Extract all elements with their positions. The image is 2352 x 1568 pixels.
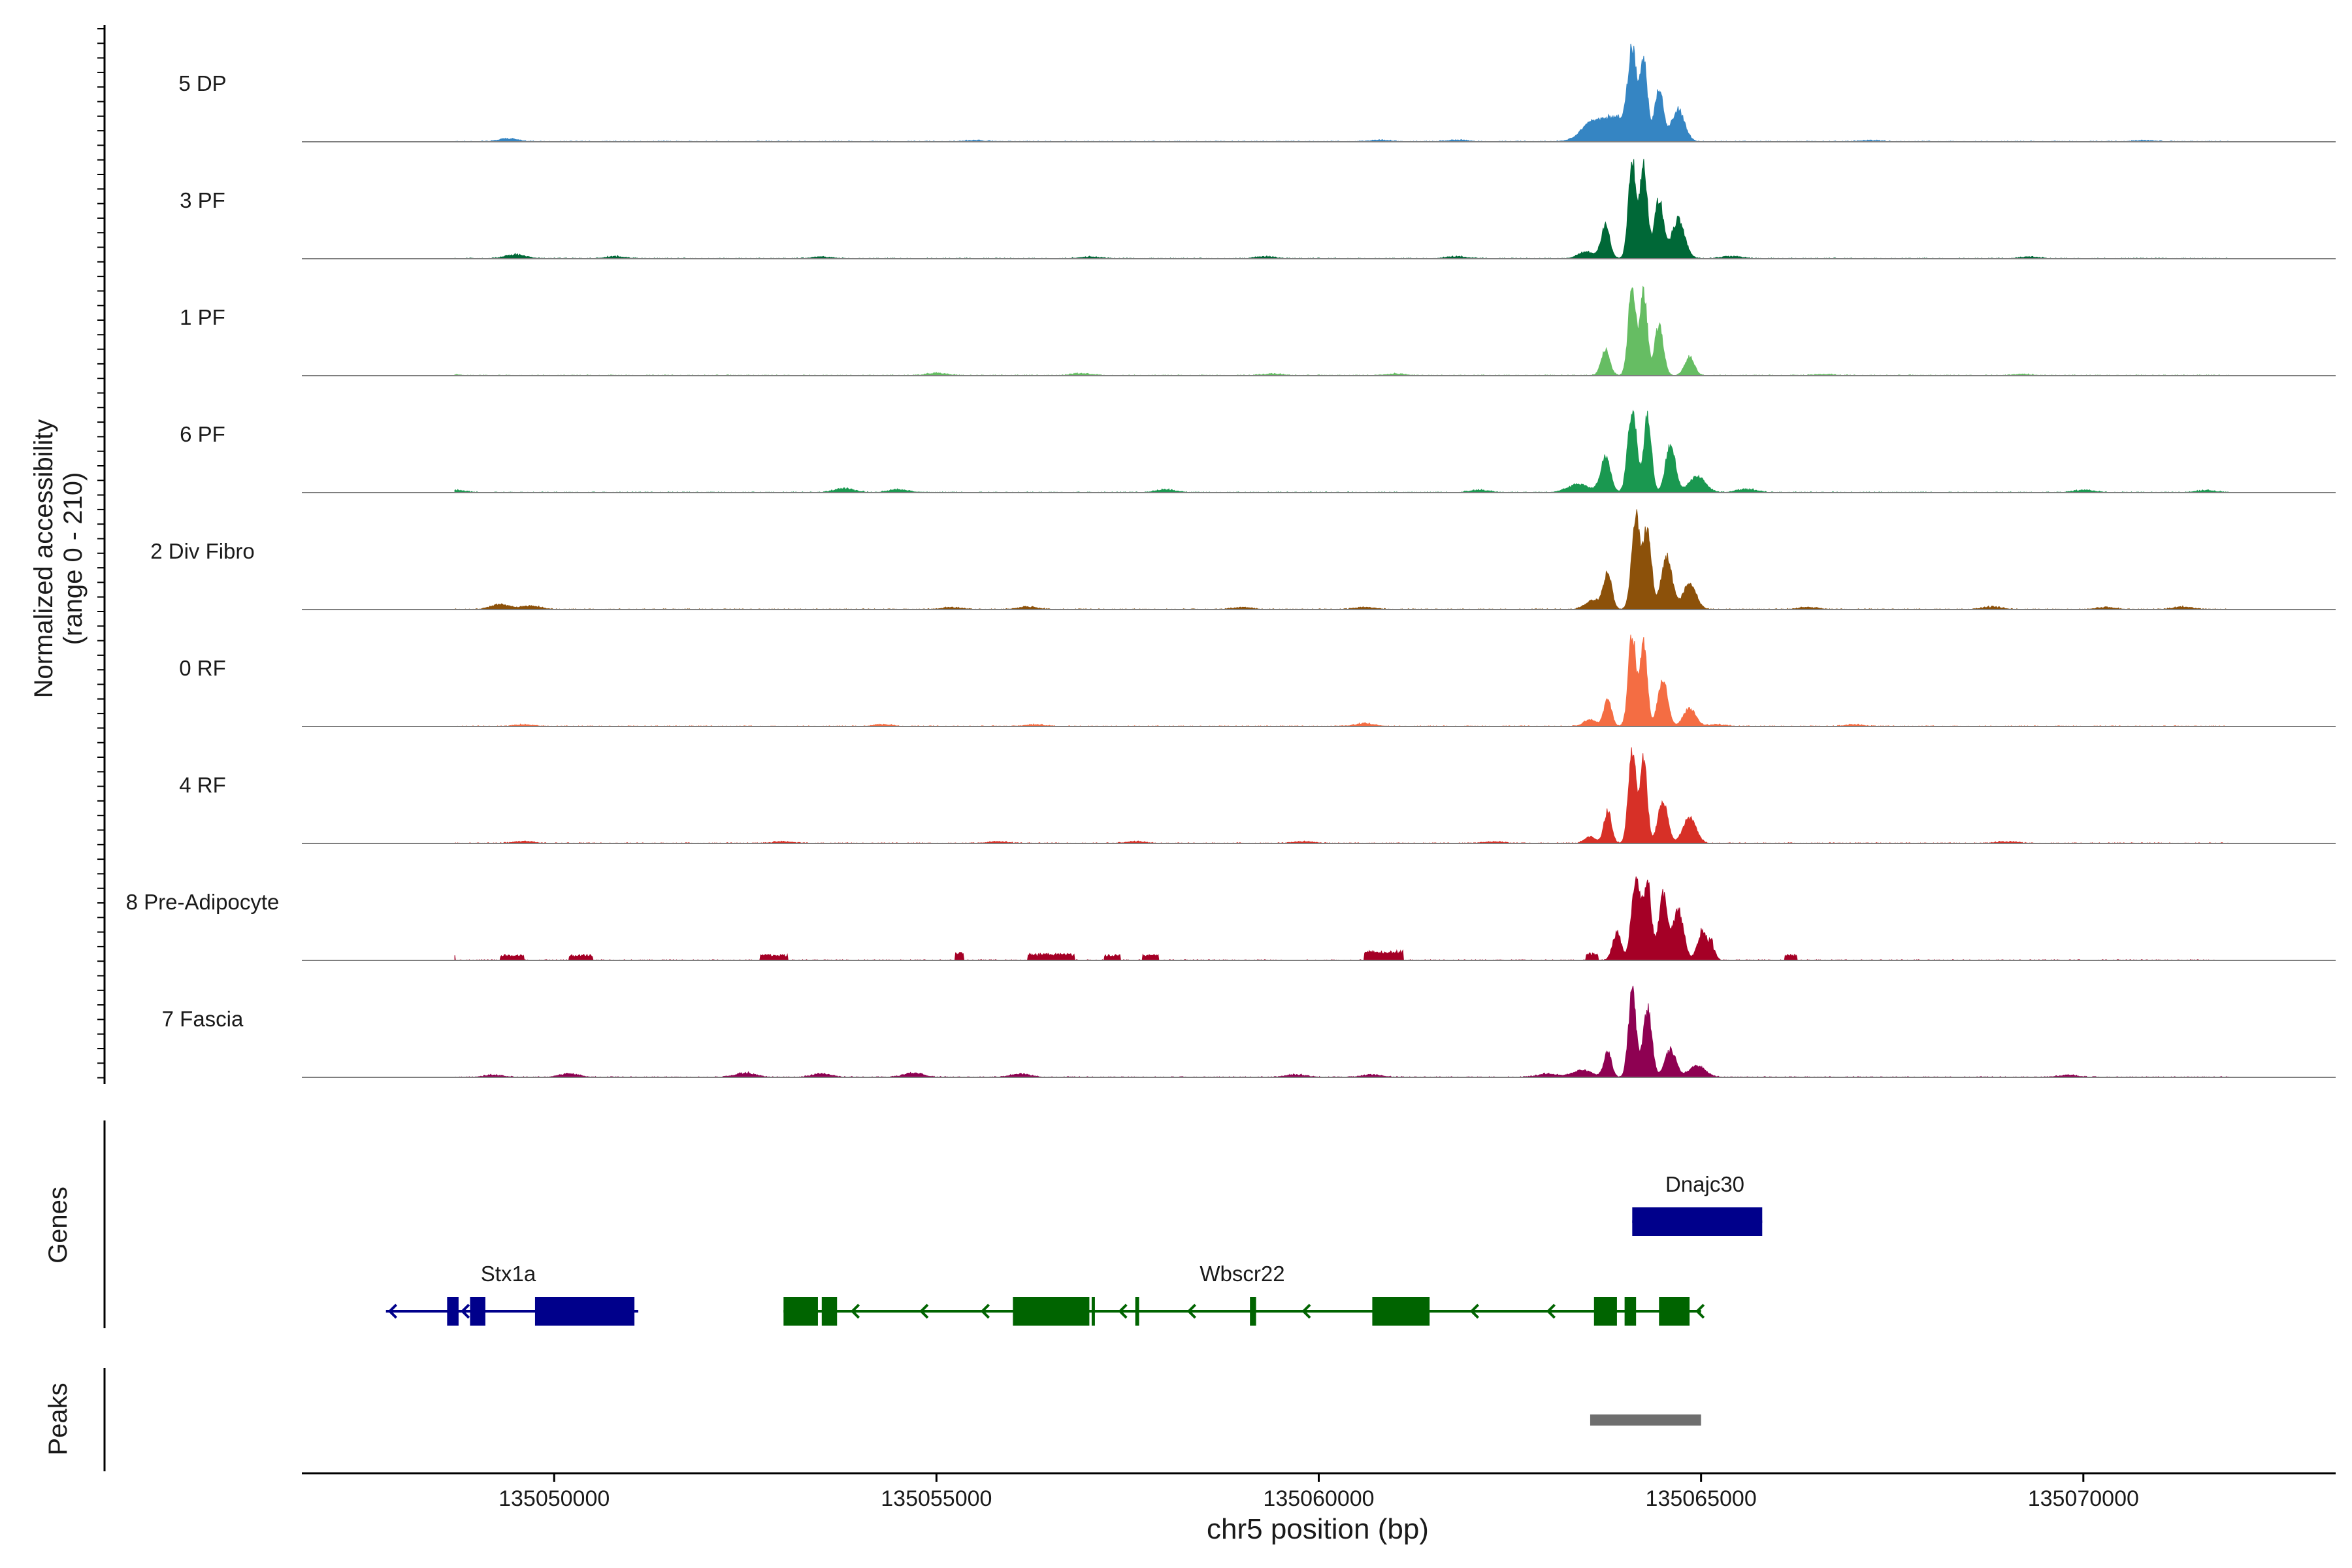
coverage-area [453, 509, 2229, 610]
coverage-area [454, 634, 2229, 727]
gene-exon [447, 1297, 459, 1326]
track-5-dp: 5 DP [178, 43, 2336, 142]
strand-arrow [1695, 1303, 1705, 1319]
gene-exon [783, 1297, 818, 1326]
strand-arrow [1469, 1303, 1479, 1319]
gene-exon [1250, 1297, 1256, 1326]
coverage-area [454, 410, 2229, 493]
track-label: 2 Div Fibro [150, 539, 255, 563]
track-6-pf: 6 PF [180, 410, 2336, 493]
gene-exon [470, 1297, 485, 1326]
gene-exon [1091, 1297, 1095, 1326]
x-tick-label: 135060000 [1263, 1486, 1374, 1511]
coverage-area [454, 286, 2229, 376]
track-label: 8 Pre-Adipocyte [126, 890, 280, 914]
y-axis [97, 25, 106, 1084]
coverage-tracks: 5 DP 3 PF 1 PF 6 PF 2 Div Fibro 0 RF 4 RF 8 Pre… [126, 43, 2336, 1078]
track-2-div-fibro: 2 Div Fibro [150, 509, 2336, 610]
track-8-pre-adipocyte: 8 Pre-Adipocyte [126, 876, 2336, 962]
track-4-rf: 4 RF [179, 747, 2336, 844]
gene-exon [1013, 1297, 1090, 1326]
strand-arrow [460, 1303, 470, 1319]
strand-arrow [1546, 1303, 1556, 1319]
strand-arrow [387, 1303, 397, 1319]
x-tick-label: 135050000 [498, 1486, 610, 1511]
gene-exon [1624, 1297, 1637, 1326]
gene-wbscr22: Wbscr22 [783, 1262, 1705, 1326]
strand-arrow [980, 1303, 990, 1319]
track-7-fascia: 7 Fascia [162, 985, 2336, 1078]
x-tick-label: 135065000 [1646, 1486, 1757, 1511]
coverage-area [453, 985, 2229, 1078]
gene-exon [1632, 1207, 1763, 1236]
gene-exon [821, 1297, 838, 1326]
x-tick-label: 135070000 [2028, 1486, 2139, 1511]
gene-stx1a: Stx1a [385, 1262, 638, 1326]
strand-arrow [919, 1303, 929, 1319]
coverage-area [454, 876, 2229, 962]
strand-arrow [1634, 1214, 1644, 1230]
x-axis-label: chr5 position (bp) [1207, 1513, 1429, 1545]
track-0-rf: 0 RF [179, 634, 2336, 727]
peaks-track [1590, 1414, 1701, 1426]
y-axis-label: Normalized accessibility [29, 419, 58, 698]
gene-exon [1135, 1297, 1139, 1326]
y-axis-label-range: (range 0 - 210) [59, 472, 88, 645]
peak-region [1590, 1414, 1701, 1426]
coverage-area [453, 43, 2230, 142]
track-label: 7 Fascia [162, 1007, 244, 1031]
coverage-area [454, 159, 2229, 259]
gene-exon [1659, 1297, 1690, 1326]
track-label: 1 PF [180, 305, 225, 329]
coverage-area [453, 747, 2230, 844]
track-label: 6 PF [180, 422, 225, 446]
strand-arrow [1118, 1303, 1128, 1319]
strand-arrow [1186, 1303, 1196, 1319]
x-axis: 135050000 135055000 135060000 135065000 1350… [302, 1472, 2336, 1511]
track-label: 0 RF [179, 656, 226, 680]
strand-arrow [850, 1303, 860, 1319]
strand-arrow [1301, 1303, 1311, 1319]
track-label: 5 DP [178, 71, 226, 95]
track-3-pf: 3 PF [180, 159, 2336, 259]
track-label: 3 PF [180, 188, 225, 212]
gene-exon [534, 1297, 635, 1326]
genes-track-label: Genes [44, 1186, 73, 1264]
gene-label: Stx1a [481, 1262, 536, 1286]
peaks-track-label: Peaks [44, 1382, 73, 1455]
gene-exon [1593, 1297, 1617, 1326]
gene-label: Wbscr22 [1200, 1262, 1284, 1286]
gene-label: Dnajc30 [1665, 1172, 1744, 1196]
genes-track: Stx1a Wbscr22 Dnajc30 [385, 1172, 1763, 1326]
gene-dnajc30: Dnajc30 [1632, 1172, 1763, 1236]
gene-exon [1372, 1297, 1430, 1326]
x-tick-label: 135055000 [881, 1486, 992, 1511]
track-1-pf: 1 PF [180, 286, 2336, 376]
track-label: 4 RF [179, 773, 226, 797]
